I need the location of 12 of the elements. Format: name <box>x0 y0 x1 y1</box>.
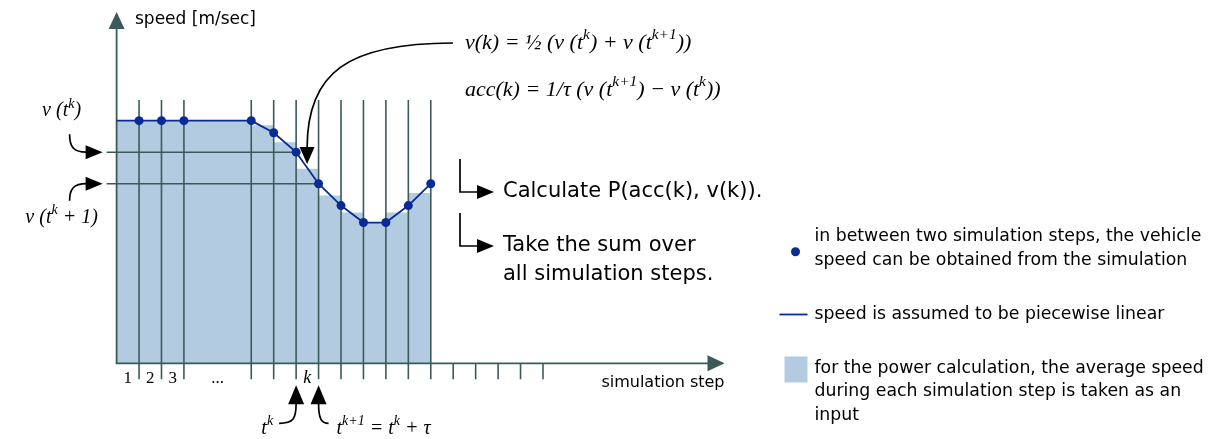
legend-label: for the power calculation, the average speed during each simulation step is taken as an input <box>814 356 1204 424</box>
legend-label: in between two simulation steps, the vehicle speed can be obtained from the simulation <box>814 225 1202 269</box>
x-tick-label: k <box>303 367 313 388</box>
x-tick-label: 3 <box>168 367 177 387</box>
x-tick-label: ... <box>211 367 224 387</box>
x-tick-label: 2 <box>146 367 155 387</box>
x-axis-title: simulation step <box>601 372 725 392</box>
annotation: Take the sum over all simulation steps. <box>502 232 714 286</box>
x-tick-label: 1 <box>123 367 133 387</box>
annotation: Calculate P(acc(k), v(k)). <box>503 178 763 203</box>
text: speed [m/sec] <box>135 8 256 29</box>
legend-label: speed is assumed to be piecewise linear <box>814 302 1166 323</box>
